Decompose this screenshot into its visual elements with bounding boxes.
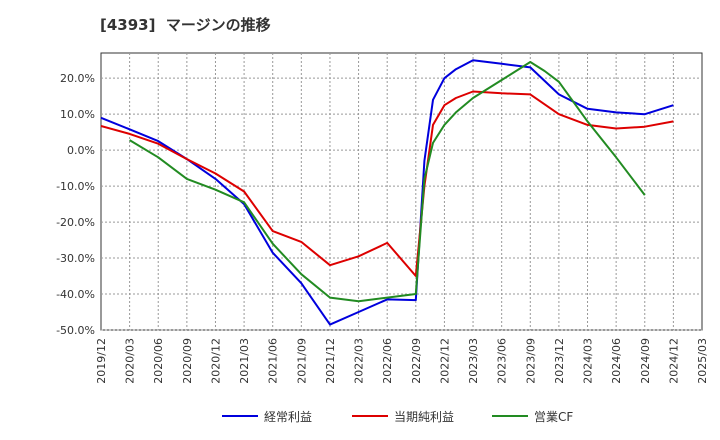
grid-lines bbox=[101, 53, 702, 331]
x-tick-label: 2025/03 bbox=[696, 338, 709, 384]
y-tick-label: 20.0% bbox=[60, 72, 95, 85]
legend-label: 当期純利益 bbox=[394, 410, 454, 424]
x-tick-label: 2024/06 bbox=[610, 338, 623, 384]
x-tick-label: 2023/03 bbox=[467, 338, 480, 384]
chart-title: [4393] マージンの推移 bbox=[100, 16, 271, 34]
x-tick-label: 2021/06 bbox=[267, 338, 280, 384]
x-tick-label: 2022/03 bbox=[353, 338, 366, 384]
y-tick-label: 0.0% bbox=[67, 144, 95, 157]
series-line-0 bbox=[100, 59, 674, 326]
x-tick-label: 2022/06 bbox=[381, 338, 394, 384]
series-line-1 bbox=[100, 90, 674, 277]
y-axis: 20.0% 10.0% 0.0% -10.0% -20.0% -30.0% -40.0% -5… bbox=[56, 72, 95, 337]
legend: 経常利益 当期純利益 営業CF bbox=[222, 410, 573, 424]
x-tick-label: 2023/12 bbox=[553, 338, 566, 384]
x-tick-label: 2020/09 bbox=[181, 338, 194, 384]
legend-label: 営業CF bbox=[534, 410, 573, 424]
x-tick-label: 2024/12 bbox=[667, 338, 680, 384]
y-tick-label: -20.0% bbox=[56, 216, 95, 229]
series-line-2 bbox=[129, 61, 646, 303]
plot-area bbox=[100, 52, 703, 331]
x-tick-label: 2021/09 bbox=[295, 338, 308, 384]
x-tick-label: 2023/06 bbox=[496, 338, 509, 384]
x-tick-label: 2021/12 bbox=[324, 338, 337, 384]
y-tick-label: -30.0% bbox=[56, 252, 95, 265]
y-tick-label: -10.0% bbox=[56, 180, 95, 193]
x-tick-label: 2021/03 bbox=[238, 338, 251, 384]
x-tick-label: 2019/12 bbox=[95, 338, 108, 384]
series-lines bbox=[100, 59, 674, 326]
y-tick-label: 10.0% bbox=[60, 108, 95, 121]
y-tick-label: -50.0% bbox=[56, 324, 95, 337]
x-tick-label: 2020/06 bbox=[152, 338, 165, 384]
x-tick-label: 2020/03 bbox=[124, 338, 137, 384]
x-tick-label: 2022/09 bbox=[410, 338, 423, 384]
x-tick-label: 2024/09 bbox=[639, 338, 652, 384]
legend-label: 経常利益 bbox=[264, 410, 312, 424]
x-tick-label: 2023/09 bbox=[524, 338, 537, 384]
x-tick-label: 2022/12 bbox=[438, 338, 451, 384]
x-tick-label: 2020/12 bbox=[209, 338, 222, 384]
x-tick-label: 2024/03 bbox=[582, 338, 595, 384]
y-tick-label: -40.0% bbox=[56, 288, 95, 301]
x-axis: 2019/12 2020/03 2020/06 2020/09 2020/12 2021/… bbox=[95, 338, 709, 384]
